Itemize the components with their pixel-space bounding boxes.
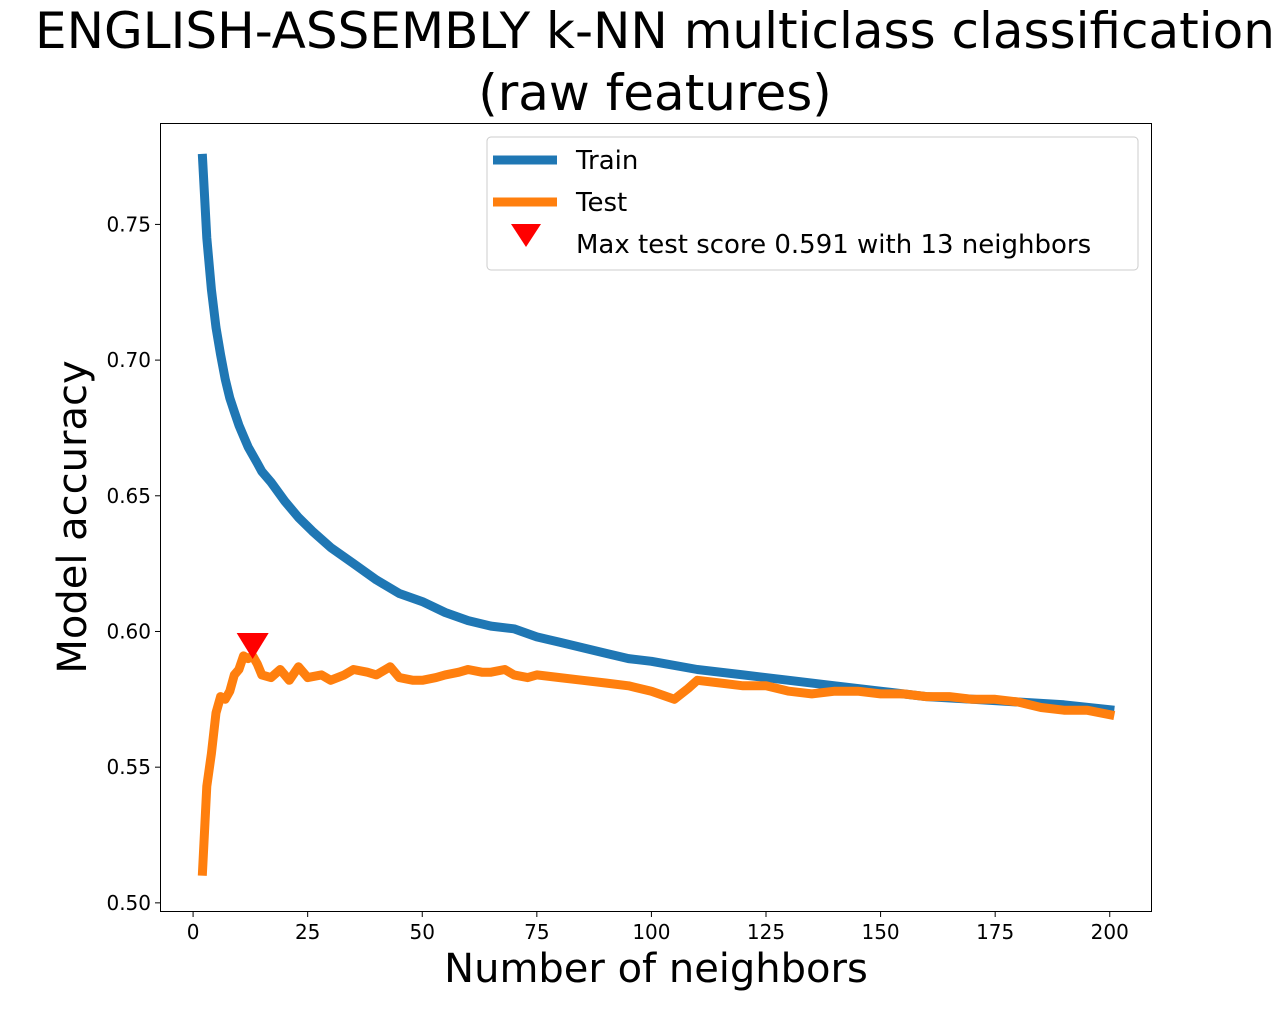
y-tick-label: 0.70: [106, 348, 151, 372]
plot-area: [197, 153, 1116, 876]
x-axis-label: Number of neighbors: [444, 946, 868, 992]
series-line-train: [197, 153, 1115, 715]
y-axis: 0.50 0.55 0.60 0.65 0.70 0.75: [106, 212, 161, 915]
legend: Train Test Max test score 0.591 with 13 …: [486, 136, 1139, 271]
y-tick-label: 0.65: [106, 484, 151, 508]
y-tick-label: 0.75: [106, 212, 151, 236]
x-tick-label: 25: [295, 920, 320, 944]
x-tick-label: 175: [976, 920, 1014, 944]
max-test-score-marker: [236, 633, 269, 660]
legend-box: [486, 136, 1139, 271]
legend-train-label: Train: [575, 146, 638, 176]
y-axis-label: Model accuracy: [50, 360, 96, 673]
y-tick-label: 0.60: [106, 619, 151, 643]
y-tick-label: 0.50: [106, 891, 151, 915]
axes-frame: [160, 123, 1152, 912]
legend-test-label: Test: [575, 188, 627, 218]
x-tick-label: 100: [632, 920, 670, 944]
x-tick-label: 125: [747, 920, 785, 944]
chart-title-line-1: ENGLISH-ASSEMBLY k-NN multiclass classif…: [35, 2, 1275, 60]
x-tick-label: 200: [1091, 920, 1129, 944]
chart-title-line-2: (raw features): [478, 64, 832, 122]
legend-marker-swatch: [511, 224, 541, 247]
y-tick-label: 0.55: [106, 755, 151, 779]
x-tick-label: 75: [524, 920, 549, 944]
x-tick-label: 150: [861, 920, 899, 944]
x-axis: 0 25 50 75 100 125 150 175 200: [187, 911, 1129, 944]
x-tick-label: 50: [410, 920, 435, 944]
series-line-test: [197, 651, 1116, 876]
x-tick-label: 0: [187, 920, 200, 944]
legend-marker-label: Max test score 0.591 with 13 neighbors: [576, 230, 1091, 260]
